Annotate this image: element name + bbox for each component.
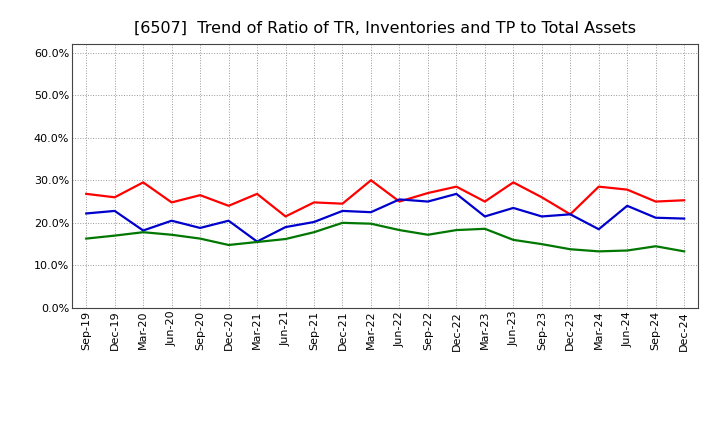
Trade Receivables bbox=[480, 199, 489, 204]
Inventories bbox=[395, 197, 404, 202]
Inventories bbox=[452, 191, 461, 197]
Trade Receivables bbox=[652, 199, 660, 204]
Inventories bbox=[480, 214, 489, 219]
Trade Receivables bbox=[680, 198, 688, 203]
Inventories bbox=[595, 227, 603, 232]
Trade Payables bbox=[480, 226, 489, 231]
Inventories bbox=[310, 220, 318, 225]
Trade Receivables bbox=[366, 178, 375, 183]
Inventories bbox=[537, 214, 546, 219]
Inventories bbox=[282, 224, 290, 230]
Trade Receivables bbox=[452, 184, 461, 189]
Inventories bbox=[338, 208, 347, 213]
Trade Payables bbox=[253, 239, 261, 245]
Inventories bbox=[680, 216, 688, 221]
Line: Inventories: Inventories bbox=[86, 194, 684, 242]
Trade Receivables bbox=[139, 180, 148, 185]
Inventories bbox=[167, 218, 176, 224]
Inventories bbox=[225, 218, 233, 224]
Trade Receivables bbox=[253, 191, 261, 197]
Trade Payables bbox=[595, 249, 603, 254]
Inventories bbox=[566, 212, 575, 217]
Trade Payables bbox=[167, 232, 176, 238]
Trade Payables bbox=[537, 242, 546, 247]
Trade Receivables bbox=[167, 200, 176, 205]
Trade Receivables bbox=[196, 193, 204, 198]
Trade Receivables bbox=[623, 187, 631, 192]
Trade Receivables bbox=[423, 191, 432, 196]
Trade Receivables bbox=[566, 212, 575, 217]
Inventories bbox=[652, 215, 660, 220]
Trade Receivables bbox=[310, 200, 318, 205]
Inventories bbox=[139, 228, 148, 233]
Inventories bbox=[423, 199, 432, 204]
Trade Receivables bbox=[225, 203, 233, 209]
Trade Payables bbox=[366, 221, 375, 226]
Inventories bbox=[110, 208, 119, 213]
Title: [6507]  Trend of Ratio of TR, Inventories and TP to Total Assets: [6507] Trend of Ratio of TR, Inventories… bbox=[134, 21, 636, 36]
Inventories bbox=[366, 209, 375, 215]
Trade Payables bbox=[139, 230, 148, 235]
Trade Payables bbox=[225, 242, 233, 248]
Trade Receivables bbox=[537, 194, 546, 200]
Trade Receivables bbox=[110, 194, 119, 200]
Trade Payables bbox=[395, 227, 404, 233]
Trade Payables bbox=[310, 230, 318, 235]
Trade Payables bbox=[652, 244, 660, 249]
Trade Payables bbox=[282, 236, 290, 242]
Inventories bbox=[82, 211, 91, 216]
Trade Payables bbox=[338, 220, 347, 225]
Trade Receivables bbox=[595, 184, 603, 189]
Trade Payables bbox=[509, 237, 518, 242]
Trade Receivables bbox=[338, 201, 347, 206]
Inventories bbox=[253, 239, 261, 244]
Trade Payables bbox=[452, 227, 461, 233]
Trade Payables bbox=[82, 236, 91, 241]
Trade Payables bbox=[680, 249, 688, 254]
Inventories bbox=[623, 203, 631, 209]
Inventories bbox=[196, 225, 204, 231]
Trade Receivables bbox=[395, 199, 404, 204]
Inventories bbox=[509, 205, 518, 211]
Trade Payables bbox=[566, 246, 575, 252]
Trade Payables bbox=[623, 248, 631, 253]
Line: Trade Receivables: Trade Receivables bbox=[86, 180, 684, 216]
Trade Receivables bbox=[509, 180, 518, 185]
Trade Receivables bbox=[82, 191, 91, 197]
Trade Payables bbox=[423, 232, 432, 238]
Line: Trade Payables: Trade Payables bbox=[86, 223, 684, 251]
Trade Receivables bbox=[282, 214, 290, 219]
Trade Payables bbox=[196, 236, 204, 241]
Trade Payables bbox=[110, 233, 119, 238]
